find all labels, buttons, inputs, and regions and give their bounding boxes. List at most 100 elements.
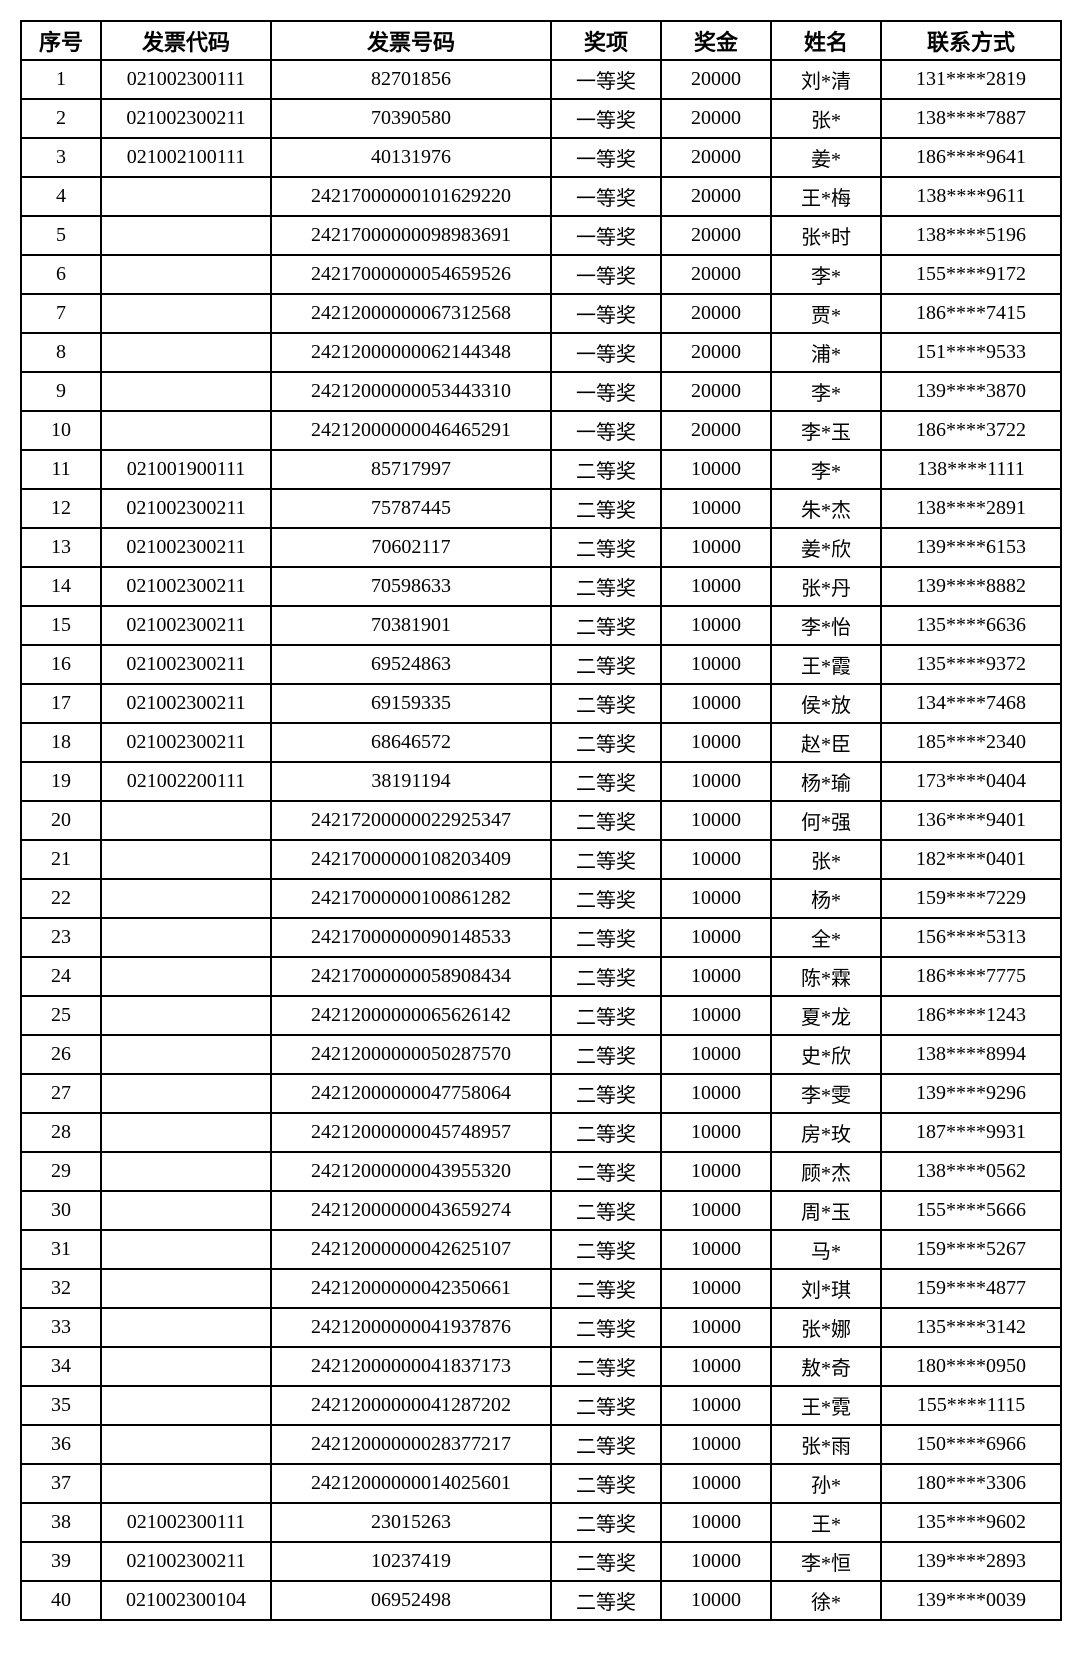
table-cell xyxy=(101,1386,271,1425)
table-cell: 5 xyxy=(21,216,101,255)
table-row: 1602100230021169524863二等奖10000王*霞135****… xyxy=(21,645,1061,684)
table-cell: 赵*臣 xyxy=(771,723,881,762)
table-cell: 75787445 xyxy=(271,489,551,528)
table-row: 1024212000000046465291一等奖20000李*玉186****… xyxy=(21,411,1061,450)
table-cell: 021002300211 xyxy=(101,645,271,684)
table-cell: 20000 xyxy=(661,177,771,216)
table-cell: 24212000000067312568 xyxy=(271,294,551,333)
table-cell: 34 xyxy=(21,1347,101,1386)
table-cell: 一等奖 xyxy=(551,177,661,216)
table-cell: 131****2819 xyxy=(881,60,1061,99)
table-cell xyxy=(101,294,271,333)
table-row: 2324217000000090148533二等奖10000全*156****5… xyxy=(21,918,1061,957)
table-cell: 10000 xyxy=(661,957,771,996)
table-cell: 139****6153 xyxy=(881,528,1061,567)
table-cell: 10237419 xyxy=(271,1542,551,1581)
table-cell: 24212000000043659274 xyxy=(271,1191,551,1230)
table-cell: 二等奖 xyxy=(551,1581,661,1620)
table-cell: 二等奖 xyxy=(551,1503,661,1542)
table-row: 1302100230021170602117二等奖10000姜*欣139****… xyxy=(21,528,1061,567)
table-cell: 2 xyxy=(21,99,101,138)
table-cell: 29 xyxy=(21,1152,101,1191)
table-row: 3902100230021110237419二等奖10000李*恒139****… xyxy=(21,1542,1061,1581)
table-cell: 138****2891 xyxy=(881,489,1061,528)
table-cell: 13 xyxy=(21,528,101,567)
table-cell: 021002300211 xyxy=(101,99,271,138)
table-cell: 一等奖 xyxy=(551,333,661,372)
table-cell: 18 xyxy=(21,723,101,762)
table-cell: 24212000000042350661 xyxy=(271,1269,551,1308)
column-header: 奖项 xyxy=(551,21,661,60)
table-cell: 周*玉 xyxy=(771,1191,881,1230)
table-cell: 10000 xyxy=(661,1425,771,1464)
table-cell: 135****9372 xyxy=(881,645,1061,684)
table-cell: 186****7775 xyxy=(881,957,1061,996)
table-row: 2524212000000065626142二等奖10000夏*龙186****… xyxy=(21,996,1061,1035)
table-cell: 二等奖 xyxy=(551,723,661,762)
table-cell: 021002300104 xyxy=(101,1581,271,1620)
table-cell: 82701856 xyxy=(271,60,551,99)
table-cell: 20000 xyxy=(661,372,771,411)
table-cell: 10000 xyxy=(661,1191,771,1230)
table-row: 3724212000000014025601二等奖10000孙*180****3… xyxy=(21,1464,1061,1503)
table-row: 3124212000000042625107二等奖10000马*159****5… xyxy=(21,1230,1061,1269)
table-cell: 二等奖 xyxy=(551,1464,661,1503)
column-header: 姓名 xyxy=(771,21,881,60)
table-cell: 33 xyxy=(21,1308,101,1347)
table-cell: 24212000000045748957 xyxy=(271,1113,551,1152)
table-cell: 10000 xyxy=(661,1542,771,1581)
table-cell: 16 xyxy=(21,645,101,684)
table-cell xyxy=(101,216,271,255)
table-cell: 38191194 xyxy=(271,762,551,801)
table-cell: 14 xyxy=(21,567,101,606)
table-row: 2924212000000043955320二等奖10000顾*杰138****… xyxy=(21,1152,1061,1191)
column-header: 奖金 xyxy=(661,21,771,60)
table-cell: 李*恒 xyxy=(771,1542,881,1581)
table-cell: 二等奖 xyxy=(551,1230,661,1269)
table-row: 2824212000000045748957二等奖10000房*玫187****… xyxy=(21,1113,1061,1152)
table-cell: 138****9611 xyxy=(881,177,1061,216)
table-cell: 7 xyxy=(21,294,101,333)
table-cell xyxy=(101,1074,271,1113)
table-cell: 138****5196 xyxy=(881,216,1061,255)
table-cell: 186****7415 xyxy=(881,294,1061,333)
table-row: 3524212000000041287202二等奖10000王*霓155****… xyxy=(21,1386,1061,1425)
table-cell: 139****2893 xyxy=(881,1542,1061,1581)
table-row: 3324212000000041937876二等奖10000张*娜135****… xyxy=(21,1308,1061,1347)
table-cell: 20 xyxy=(21,801,101,840)
table-cell: 24212000000046465291 xyxy=(271,411,551,450)
table-cell: 10000 xyxy=(661,996,771,1035)
table-cell: 王*霞 xyxy=(771,645,881,684)
table-cell: 24212000000043955320 xyxy=(271,1152,551,1191)
table-cell: 021002300211 xyxy=(101,606,271,645)
table-cell: 24212000000042625107 xyxy=(271,1230,551,1269)
table-cell: 10000 xyxy=(661,1035,771,1074)
table-cell: 张* xyxy=(771,840,881,879)
table-cell: 张*娜 xyxy=(771,1308,881,1347)
table-cell: 70390580 xyxy=(271,99,551,138)
table-cell xyxy=(101,372,271,411)
table-cell: 10000 xyxy=(661,1152,771,1191)
table-cell: 10000 xyxy=(661,879,771,918)
table-cell: 一等奖 xyxy=(551,99,661,138)
table-cell: 李* xyxy=(771,450,881,489)
table-cell: 24217000000098983691 xyxy=(271,216,551,255)
table-cell: 姜* xyxy=(771,138,881,177)
table-row: 1102100190011185717997二等奖10000李*138****1… xyxy=(21,450,1061,489)
table-cell: 二等奖 xyxy=(551,1152,661,1191)
table-cell: 24217000000108203409 xyxy=(271,840,551,879)
table-cell xyxy=(101,255,271,294)
table-cell: 187****9931 xyxy=(881,1113,1061,1152)
table-cell: 31 xyxy=(21,1230,101,1269)
table-cell: 二等奖 xyxy=(551,1191,661,1230)
table-cell: 139****3870 xyxy=(881,372,1061,411)
table-row: 3024212000000043659274二等奖10000周*玉155****… xyxy=(21,1191,1061,1230)
table-cell: 王*梅 xyxy=(771,177,881,216)
table-cell: 135****6636 xyxy=(881,606,1061,645)
lottery-table: 序号发票代码发票号码奖项奖金姓名联系方式 1021002300111827018… xyxy=(20,20,1062,1621)
table-row: 724212000000067312568一等奖20000贾*186****74… xyxy=(21,294,1061,333)
table-cell: 69524863 xyxy=(271,645,551,684)
table-cell: 37 xyxy=(21,1464,101,1503)
table-cell: 一等奖 xyxy=(551,294,661,333)
table-cell: 20000 xyxy=(661,411,771,450)
